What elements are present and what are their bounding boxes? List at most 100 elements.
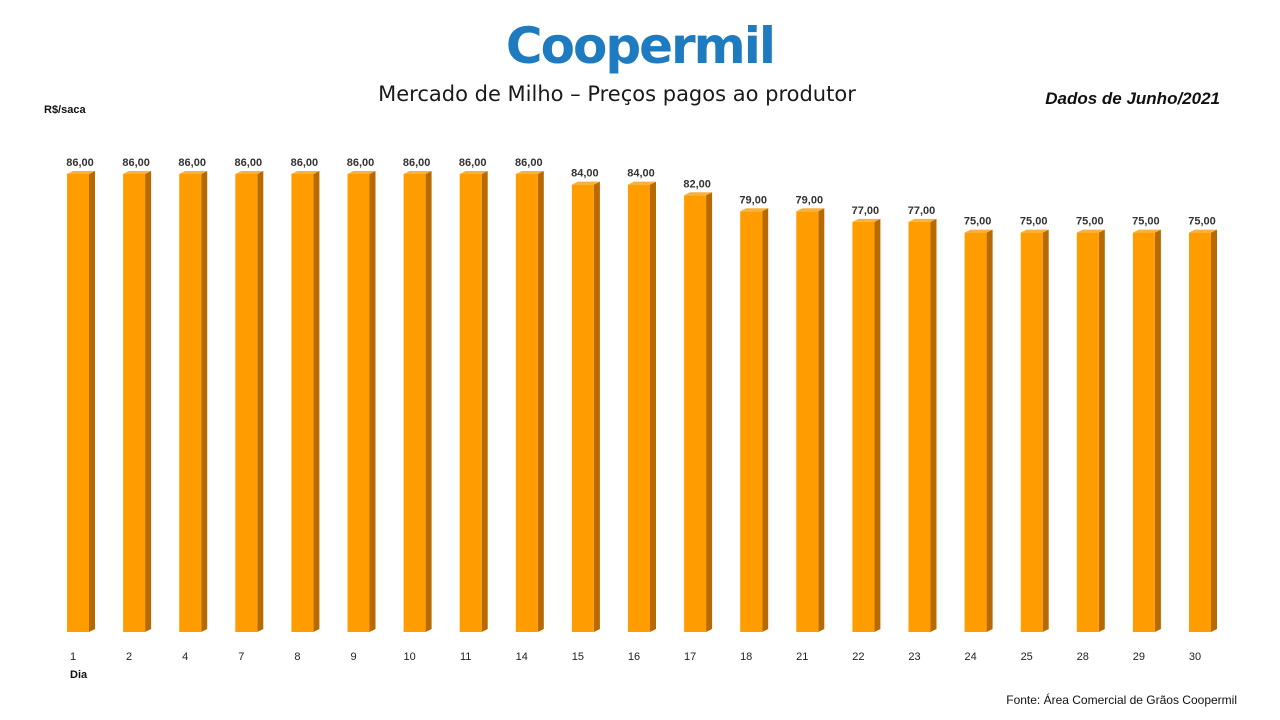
bar-side <box>986 229 993 632</box>
x-tick-label: 25 <box>1021 651 1033 663</box>
x-tick-label: 30 <box>1189 651 1201 663</box>
bar <box>67 174 89 632</box>
x-tick-label: 29 <box>1133 651 1145 663</box>
bar-side <box>89 171 95 632</box>
data-label: 86,00 <box>66 157 94 169</box>
bar <box>403 174 426 632</box>
bar-top <box>628 181 656 185</box>
bar-top <box>179 171 208 174</box>
data-label: 86,00 <box>178 157 206 169</box>
data-label: 75,00 <box>1132 216 1160 228</box>
bar <box>1076 232 1099 632</box>
bar <box>459 174 482 632</box>
data-label: 84,00 <box>627 168 655 180</box>
x-tick-label: 15 <box>572 651 584 663</box>
data-label: 77,00 <box>908 205 936 217</box>
bar <box>740 211 763 633</box>
x-tick-label: 11 <box>460 651 471 663</box>
bar <box>347 174 370 632</box>
bar <box>179 174 202 632</box>
data-label: 75,00 <box>1020 216 1048 228</box>
x-tick-label: 23 <box>908 651 920 663</box>
x-tick-label: 1 <box>70 651 76 663</box>
data-label: 75,00 <box>964 216 992 228</box>
bar-top <box>964 229 993 233</box>
data-label: 86,00 <box>403 157 431 169</box>
bar-top <box>459 171 488 174</box>
bar-top <box>291 171 320 174</box>
bar <box>571 184 594 632</box>
bar <box>796 211 819 633</box>
bar-side <box>145 171 152 632</box>
data-label: 75,00 <box>1188 216 1216 228</box>
bar-top <box>235 171 264 174</box>
bar-side <box>593 181 600 632</box>
x-tick-label: 16 <box>628 651 640 663</box>
bar <box>235 174 258 632</box>
data-label: 86,00 <box>122 157 150 169</box>
chart-title: Mercado de Milho – Preços pagos ao produ… <box>378 82 856 106</box>
data-label: 84,00 <box>571 168 599 180</box>
bar <box>684 195 707 633</box>
bar-top <box>908 218 937 222</box>
bar-top <box>1076 229 1105 233</box>
bar-top <box>403 171 432 174</box>
data-label: 77,00 <box>852 205 880 217</box>
bar-side <box>1098 229 1105 632</box>
x-tick-label: 18 <box>740 651 752 663</box>
bar-top <box>67 171 95 174</box>
bar-side <box>650 181 656 632</box>
x-tick-label: 9 <box>350 651 356 663</box>
bar-top <box>1020 229 1049 233</box>
bar-top <box>684 192 713 196</box>
bar <box>1020 232 1043 632</box>
data-label: 86,00 <box>235 157 263 169</box>
bar <box>1189 232 1211 632</box>
bar-side <box>425 171 432 632</box>
data-label: 75,00 <box>1076 216 1104 228</box>
bar-side <box>313 171 320 632</box>
bar-side <box>1211 229 1217 632</box>
bar <box>123 174 146 632</box>
bar-top <box>1132 229 1161 233</box>
bar <box>1132 232 1155 632</box>
data-label: 79,00 <box>796 194 824 206</box>
bar-side <box>706 192 713 633</box>
x-tick-label: 2 <box>126 651 132 663</box>
bar <box>964 232 987 632</box>
bar-top <box>796 208 825 212</box>
bar <box>628 184 650 632</box>
bar-top <box>1189 229 1217 233</box>
bar-side <box>818 208 825 633</box>
bar-side <box>257 171 264 632</box>
x-tick-label: 24 <box>964 651 976 663</box>
bar-side <box>762 208 769 633</box>
coopermil-logo: Coopermil <box>505 17 776 75</box>
x-tick-label: 8 <box>294 651 300 663</box>
bar-top <box>571 181 600 185</box>
x-tick-label: 22 <box>852 651 864 663</box>
bar-side <box>930 218 937 632</box>
x-tick-label: 10 <box>403 651 415 663</box>
x-axis-label: Dia <box>70 669 88 681</box>
x-tick-label: 14 <box>516 651 528 663</box>
bar-side <box>537 171 544 632</box>
data-label: 86,00 <box>515 157 543 169</box>
data-label: 86,00 <box>459 157 487 169</box>
bar-side <box>201 171 208 632</box>
x-tick-label: 17 <box>684 651 696 663</box>
bar <box>515 174 538 632</box>
x-tick-label: 21 <box>796 651 808 663</box>
bar-top <box>740 208 769 212</box>
bar-side <box>874 218 881 632</box>
data-label: 86,00 <box>347 157 375 169</box>
x-tick-label: 7 <box>238 651 244 663</box>
x-tick-label: 4 <box>182 651 188 663</box>
bar <box>852 221 875 632</box>
y-axis-label: R$/saca <box>44 104 86 116</box>
source-note: Fonte: Área Comercial de Grãos Coopermil <box>1006 693 1237 707</box>
bar <box>291 174 314 632</box>
bar-top <box>123 171 152 174</box>
bar-side <box>369 171 376 632</box>
